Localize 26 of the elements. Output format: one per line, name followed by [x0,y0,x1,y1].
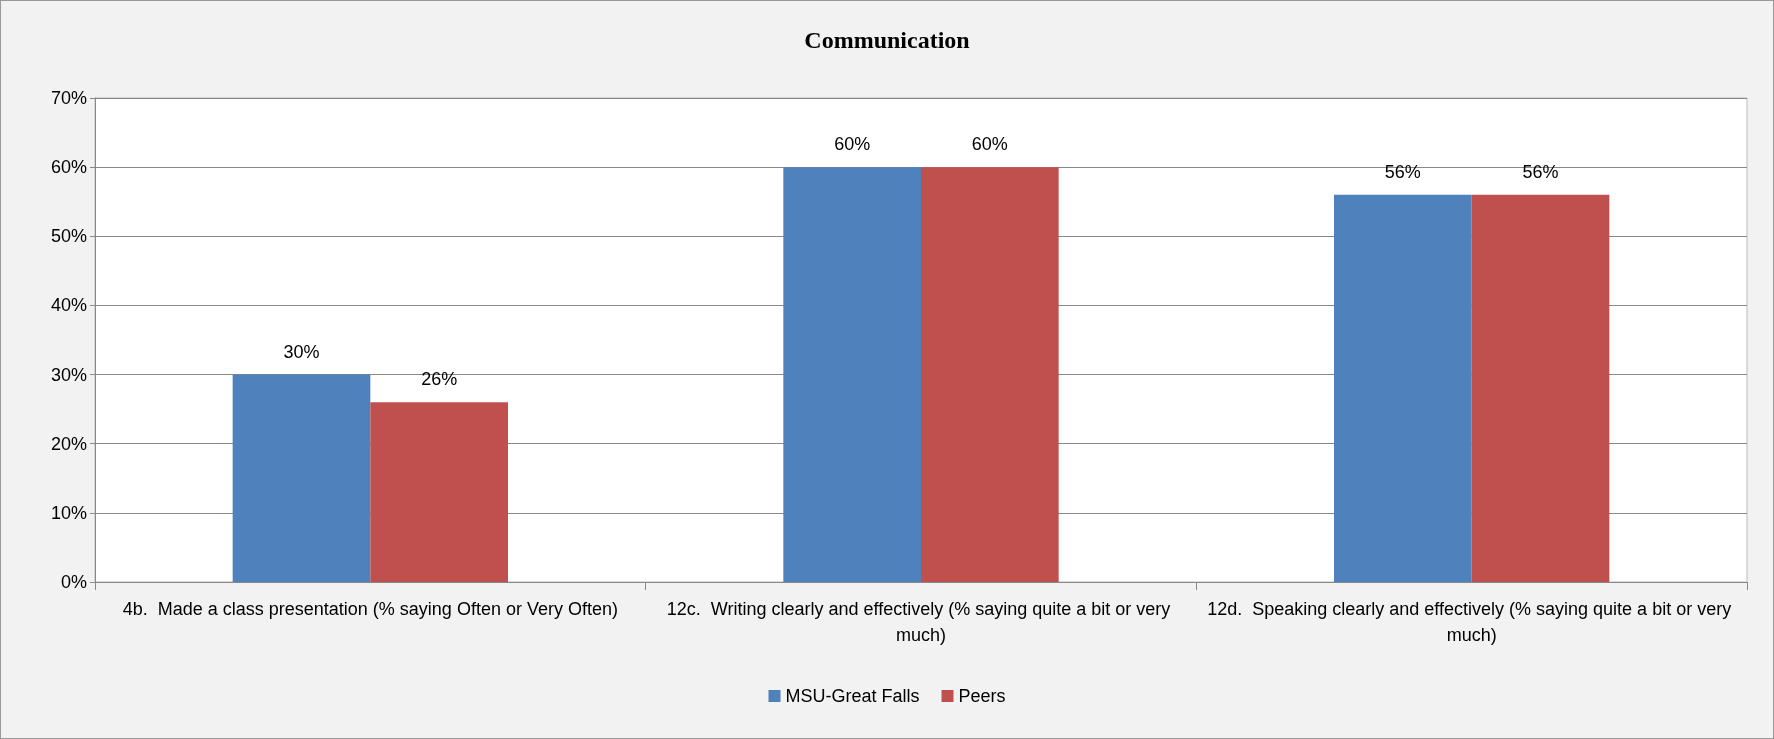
y-tick-label: 30% [50,364,87,385]
x-tick-label: 12c. Writing clearly and effectively (% saying quite a bit or very much) [666,599,1176,645]
data-label: 56% [1522,161,1559,182]
bar [783,167,921,582]
x-tick-label: 4b. Made a class presentation (% saying Often or Very Often) [122,599,618,619]
data-label: 60% [834,134,871,155]
y-tick-label: 70% [50,88,87,108]
data-label: 26% [421,369,458,390]
legend-label: MSU-Great Falls [785,686,920,706]
legend-label: Peers [958,686,1006,706]
data-label: 30% [283,341,320,362]
y-tick-label: 40% [50,295,87,316]
y-tick-label: 10% [50,502,87,523]
bar [232,374,371,582]
bar [370,402,508,582]
bar [1334,194,1472,582]
chart-title: Communication [804,27,970,53]
bar [921,167,1059,582]
data-label: 60% [971,134,1008,155]
bar [1471,194,1610,582]
data-label: 56% [1384,161,1421,182]
y-tick-label: 0% [60,572,87,592]
x-tick-label: 12d. Speaking clearly and effectively (% saying quite a bit or very much) [1207,599,1737,645]
y-tick-label: 50% [50,226,87,247]
y-tick-label: 60% [50,157,87,178]
y-tick-label: 20% [50,433,87,454]
